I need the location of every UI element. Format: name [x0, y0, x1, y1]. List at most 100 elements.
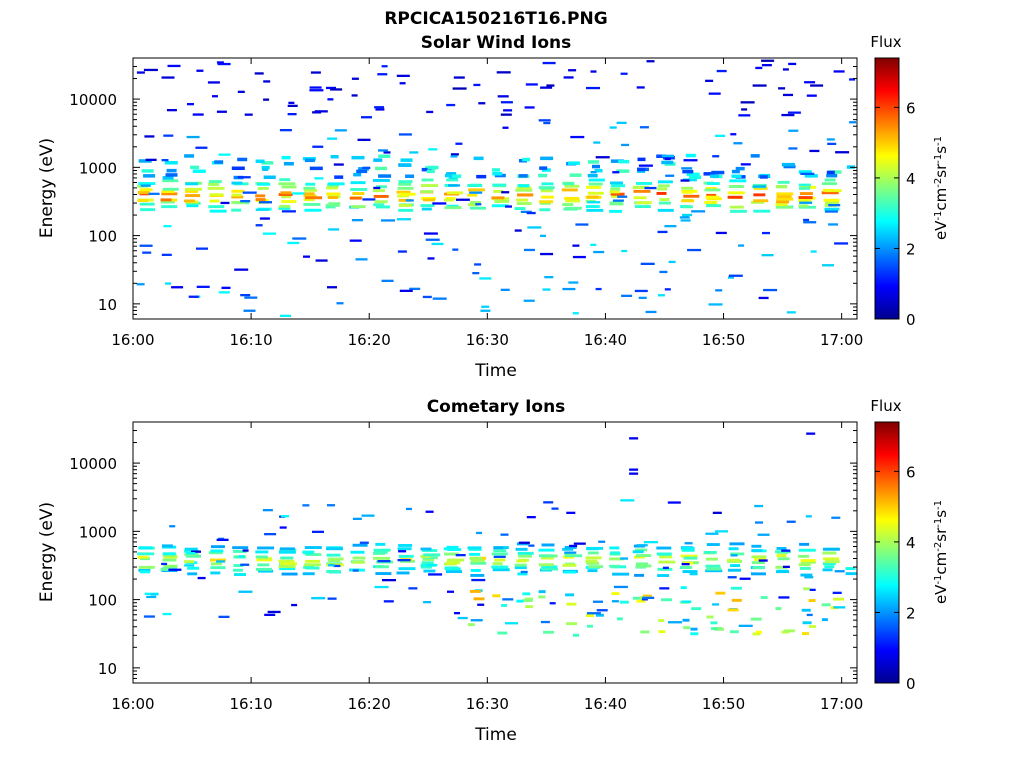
heatmap-cell	[186, 554, 201, 558]
heatmap-cell	[262, 509, 273, 512]
colorbar-title: Flux	[870, 397, 901, 415]
colorbar-ticks: 0 2 4 6	[875, 99, 916, 329]
heatmap-cell	[845, 567, 856, 570]
heatmap-cell	[824, 178, 836, 182]
heatmap-cell	[139, 244, 153, 247]
heatmap-cell	[452, 87, 467, 90]
heatmap-cell	[565, 554, 583, 558]
heatmap-cell	[422, 295, 432, 299]
heatmap-cell	[809, 588, 816, 591]
heatmap-cell	[680, 219, 691, 222]
heatmap-cell	[592, 164, 600, 169]
heatmap-cell	[351, 155, 365, 160]
heatmap-cell	[706, 567, 722, 571]
colorbar-tick-label: 2	[906, 240, 916, 258]
heatmap-cell	[405, 199, 414, 202]
heatmap-cell	[279, 547, 295, 551]
heatmap-cell	[232, 550, 247, 553]
heatmap-cell	[216, 61, 224, 64]
heatmap-cell	[778, 87, 786, 90]
heatmap-cell	[566, 602, 577, 606]
heatmap-cell	[786, 311, 796, 314]
heatmap-cell	[588, 160, 599, 164]
heatmap-cell	[568, 281, 579, 284]
heatmap-cell	[426, 110, 434, 114]
panel-cometary: Cometary Ions 16:00 16:10 16:20 16:30 16:40 1…	[37, 397, 950, 745]
heatmap-cell	[641, 598, 648, 601]
heatmap-cell	[753, 199, 769, 203]
heatmap-cell	[835, 151, 850, 154]
heatmap-cell	[326, 192, 341, 196]
heatmap-cell	[210, 558, 226, 562]
heatmap-cell	[352, 560, 366, 564]
heatmap-cell	[231, 166, 245, 170]
heatmap-cell	[586, 86, 600, 90]
heatmap-cell	[421, 167, 432, 172]
heatmap-cell	[549, 602, 556, 605]
heatmap-cell	[281, 155, 291, 160]
heatmap-cell	[330, 155, 339, 159]
heatmap-cell	[421, 184, 438, 187]
heatmap-cell	[731, 174, 742, 178]
heatmap-cell	[383, 600, 394, 603]
heatmap-cell	[280, 191, 292, 195]
heatmap-cell	[231, 201, 246, 204]
heatmap-cell	[350, 205, 366, 209]
heatmap-cell	[776, 185, 787, 189]
heatmap-cell	[375, 185, 387, 189]
heatmap-cell	[632, 185, 649, 189]
heatmap-cell	[191, 550, 201, 553]
heatmap-cell	[563, 76, 574, 79]
heatmap-cell	[186, 552, 196, 555]
heatmap-cell	[735, 166, 745, 171]
heatmap-cell	[381, 65, 388, 68]
heatmap-cell	[505, 205, 512, 208]
heatmap-cell	[689, 175, 702, 180]
heatmap-cell	[751, 555, 767, 559]
heatmap-cell	[752, 566, 765, 570]
heatmap-cell	[524, 106, 535, 109]
heatmap-cell	[143, 68, 158, 72]
heatmap-cell	[427, 257, 435, 260]
heatmap-cell	[729, 179, 747, 183]
heatmap-cell	[185, 190, 198, 193]
heatmap-cell	[492, 562, 503, 566]
heatmap-cell	[233, 564, 244, 567]
heatmap-cell	[609, 546, 620, 550]
heatmap-cell	[540, 86, 553, 89]
heatmap-cell	[443, 198, 454, 202]
heatmap-cell	[185, 201, 201, 205]
heatmap-cell	[705, 557, 718, 561]
heatmap-cell	[514, 207, 526, 210]
heatmap-cell	[777, 180, 790, 184]
heatmap-cell	[541, 543, 555, 547]
heatmap-cell	[422, 549, 438, 552]
heatmap-cell	[706, 182, 720, 185]
heatmap-cell	[824, 560, 840, 564]
heatmap-cell	[446, 178, 459, 182]
heatmap-cell	[492, 172, 503, 176]
heatmap-cell	[758, 296, 769, 300]
heatmap-cell	[714, 627, 724, 631]
heatmap-cell	[165, 282, 172, 285]
heatmap-cell	[664, 288, 671, 291]
heatmap-cell	[421, 178, 434, 182]
heatmap-cell	[480, 309, 491, 312]
heatmap-cell	[146, 595, 157, 599]
heatmap-cell	[470, 619, 483, 622]
heatmap-cell	[446, 561, 461, 565]
heatmap-cell	[705, 202, 716, 206]
colorbar	[874, 57, 900, 320]
heatmap-cell	[373, 203, 385, 207]
heatmap-cell	[705, 187, 717, 190]
heatmap-cell	[587, 551, 599, 555]
heatmap-cell	[494, 173, 506, 178]
heatmap-cell	[572, 312, 579, 315]
panel-title: Cometary Ions	[427, 397, 566, 417]
heatmap-cell	[568, 69, 577, 72]
heatmap-cell	[242, 549, 249, 552]
heatmap-cell	[595, 613, 604, 617]
heatmap-cell	[470, 559, 485, 563]
heatmap-cell	[538, 173, 548, 178]
heatmap-cell	[312, 145, 324, 148]
